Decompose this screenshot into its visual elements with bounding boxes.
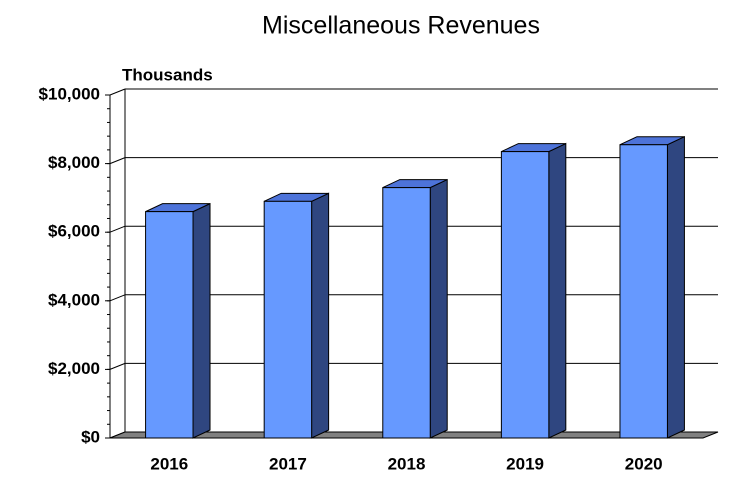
chart-title: Miscellaneous Revenues [262,12,540,40]
x-tick-label: 2018 [388,454,426,473]
x-tick-label: 2020 [625,454,663,473]
y-tick-label: $2,000 [48,359,100,378]
x-tick-label: 2017 [269,454,307,473]
bar-side [549,144,566,438]
bar-side [312,193,329,438]
x-tick-label: 2019 [506,454,544,473]
bar [264,201,311,438]
y-tick-label: $10,000 [39,84,100,103]
bar [501,152,548,438]
grid-line-diagonal [110,363,125,369]
y-tick-label: $6,000 [48,222,100,241]
y-tick-label: $8,000 [48,153,100,172]
bar-side [193,204,210,438]
grid-line-diagonal [110,89,125,95]
y-tick-label: $4,000 [48,290,100,309]
bar [146,212,193,438]
grid-line-diagonal [110,158,125,164]
bar [383,188,430,438]
grid-line-diagonal [110,295,125,301]
y-tick-label: $0 [81,427,100,446]
grid-line-diagonal [110,226,125,232]
bar-side [667,137,684,438]
bar-side [430,180,447,438]
x-tick-label: 2016 [150,454,188,473]
bar [620,145,667,438]
page: {"chart_data": {"type": "bar", "title": … [0,0,730,477]
chart: Miscellaneous Revenues Thousands $0 $2,00… [0,0,730,477]
y-axis-label: Thousands [122,65,213,84]
